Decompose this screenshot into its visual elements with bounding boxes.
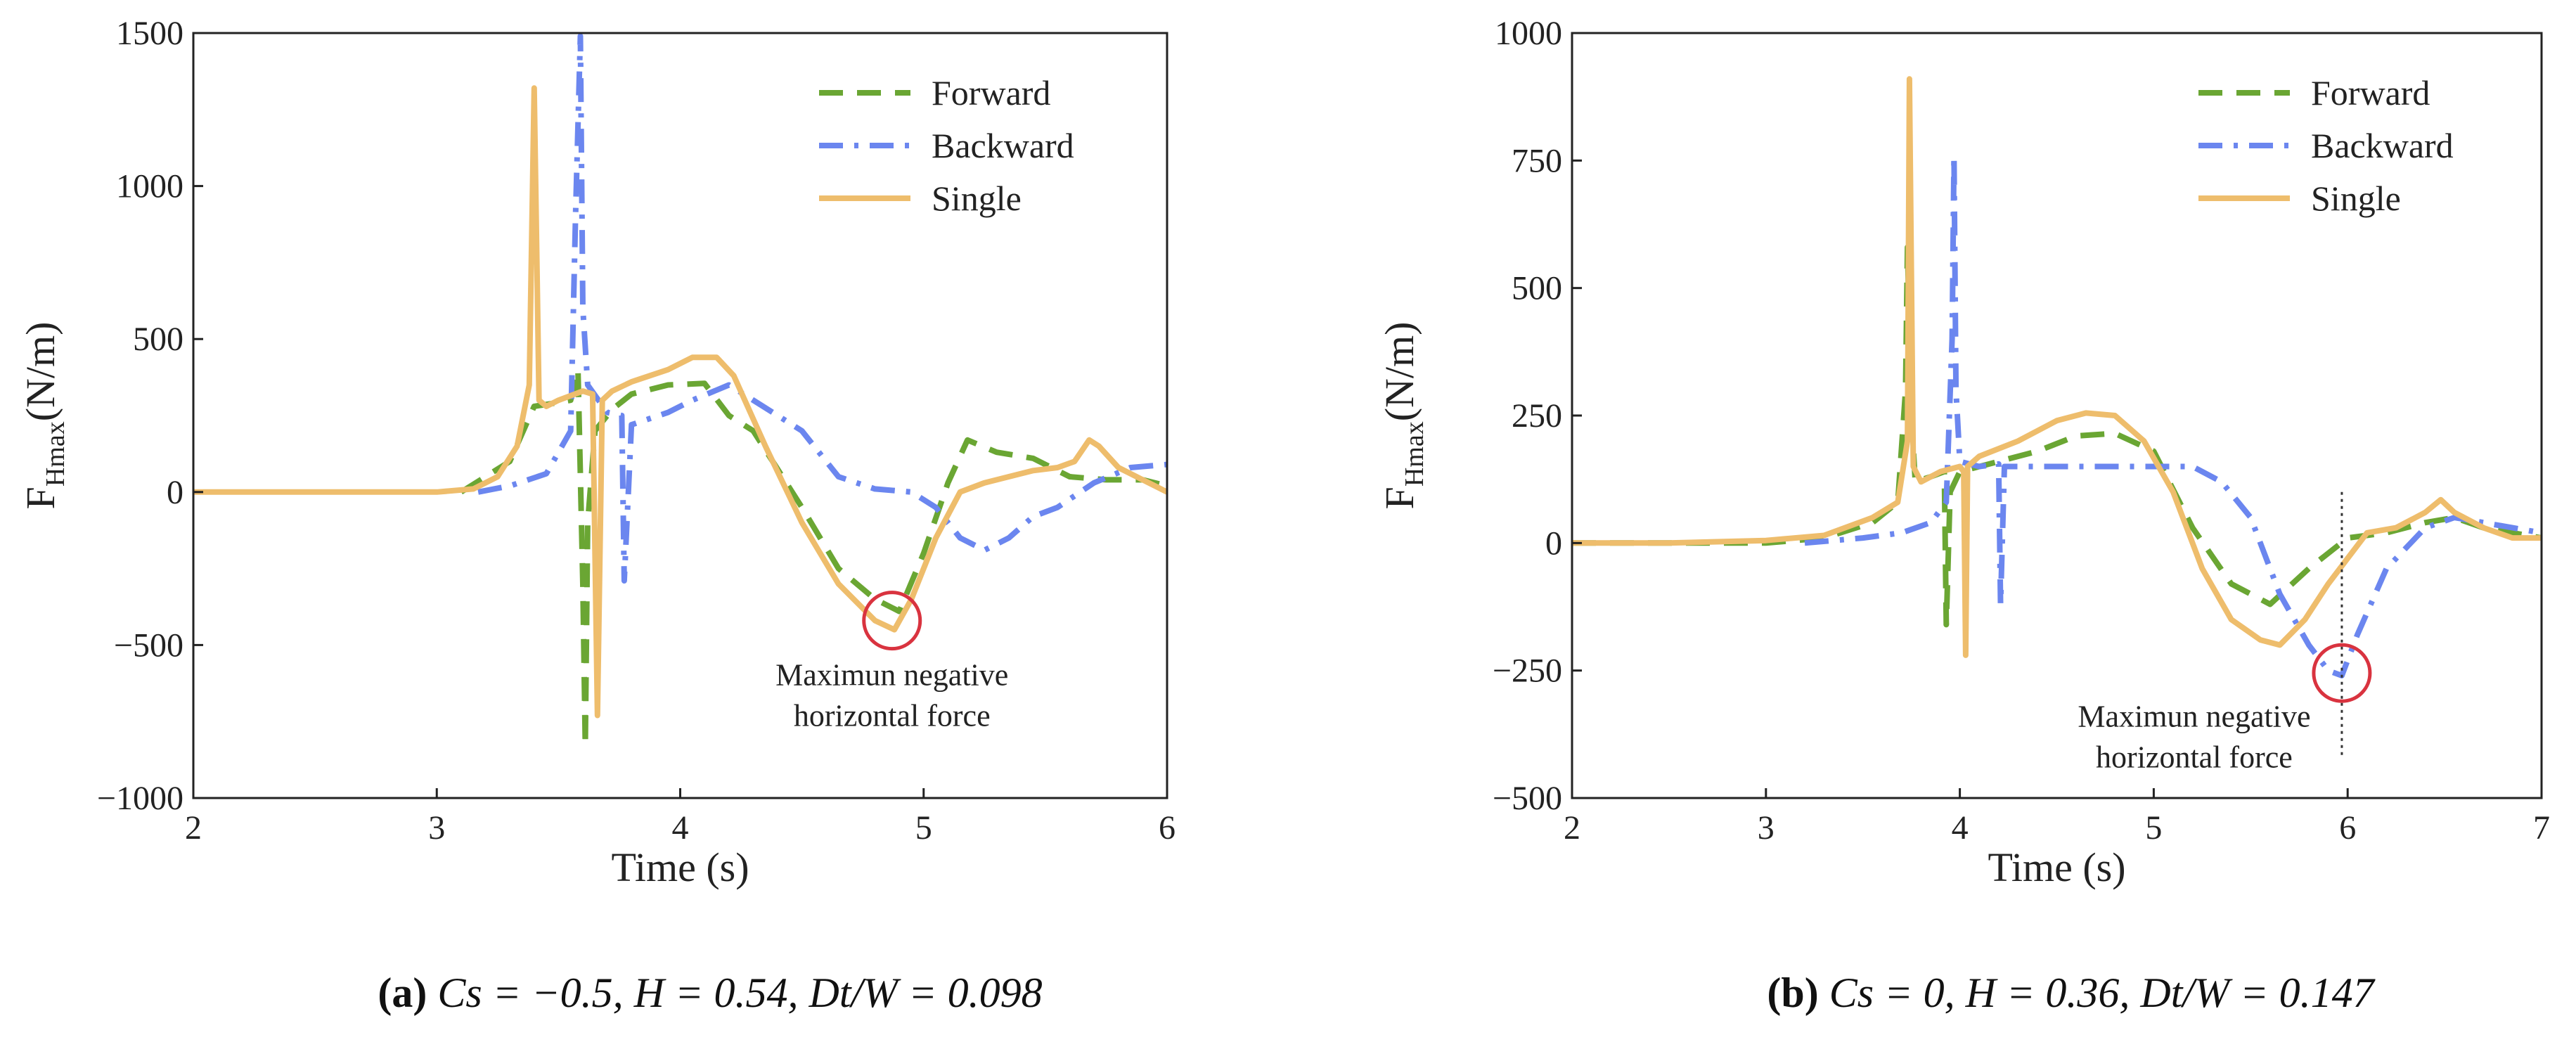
y-tick-label: 1000 — [116, 168, 183, 205]
series-line-single — [1572, 76, 2542, 658]
annotation-text: horizontal force — [2096, 740, 2293, 774]
chart-panel-b: 2 3 4 5 6 7 −500 −250 0 250 500 750 1000 Time (s) FHma… — [1377, 15, 2550, 1016]
y-tick-label: −250 — [1493, 652, 1562, 690]
series-line-single — [193, 85, 1167, 719]
x-tick-label: 2 — [185, 809, 202, 847]
panel-caption-label: (b) — [1767, 970, 1818, 1016]
y-axis-label-main: F — [18, 487, 63, 509]
y-axis-label-main: F — [1377, 487, 1422, 509]
y-tick-label: −1000 — [97, 780, 183, 817]
series-line-backward — [1804, 153, 2542, 678]
y-tick-label: −500 — [114, 626, 183, 664]
y-axis-label-subscript: Hmax — [41, 421, 70, 487]
x-tick-label: 6 — [1159, 809, 1176, 847]
x-tick-label: 6 — [2339, 809, 2356, 847]
x-tick-label: 3 — [1758, 809, 1775, 847]
y-axis-label-unit: (N/m) — [18, 322, 63, 422]
legend-label-backward: Backward — [2311, 126, 2454, 165]
annotation-text: Maximun negative — [775, 658, 1008, 693]
y-tick-label: 750 — [1512, 142, 1562, 179]
legend-label-forward: Forward — [2311, 73, 2430, 112]
annotation-circle — [862, 591, 922, 651]
y-tick-label: 250 — [1512, 397, 1562, 435]
legend-label-single: Single — [932, 179, 1022, 218]
x-tick-label: 7 — [2533, 809, 2550, 847]
panel-caption-params: Cs = 0, H = 0.36, Dt/W = 0.147 — [1829, 970, 2376, 1016]
y-axis-label-unit: (N/m) — [1377, 322, 1422, 422]
legend-label-forward: Forward — [932, 73, 1050, 112]
legend-label-backward: Backward — [932, 126, 1074, 165]
y-tick-label: 0 — [1545, 525, 1562, 562]
y-axis-label: FHmax(N/m) — [1377, 322, 1429, 510]
panel-caption-gap — [427, 970, 437, 1016]
series-line-forward — [1572, 244, 2542, 628]
legend-label-single: Single — [2311, 179, 2401, 218]
panel-caption: (b) Cs = 0, H = 0.36, Dt/W = 0.147 — [1767, 970, 2376, 1016]
x-tick-label: 4 — [672, 809, 689, 847]
x-tick-label: 3 — [428, 809, 445, 847]
x-axis-label: Time (s) — [611, 844, 749, 890]
x-tick-label: 2 — [1564, 809, 1580, 847]
x-axis-label: Time (s) — [1988, 844, 2125, 890]
panel-caption-params: Cs = −0.5, H = 0.54, Dt/W = 0.098 — [437, 970, 1042, 1016]
y-tick-label: 500 — [133, 321, 183, 358]
y-tick-label: 0 — [167, 474, 183, 511]
series-line-forward — [459, 366, 1167, 749]
y-axis-label-subscript: Hmax — [1400, 421, 1429, 487]
y-tick-label: 1500 — [116, 15, 183, 52]
annotation-circle — [2312, 643, 2372, 703]
x-tick-label: 5 — [2145, 809, 2162, 847]
panel-caption-gap — [1819, 970, 1829, 1016]
panel-caption-label: (a) — [378, 970, 427, 1016]
annotation-text: horizontal force — [794, 699, 991, 733]
x-tick-label: 5 — [915, 809, 932, 847]
y-axis-label: FHmax(N/m) — [18, 322, 70, 510]
y-tick-label: −500 — [1493, 780, 1562, 817]
panel-caption: (a) Cs = −0.5, H = 0.54, Dt/W = 0.098 — [378, 970, 1042, 1016]
y-tick-label: 1000 — [1495, 15, 1562, 52]
x-tick-label: 4 — [1952, 809, 1969, 847]
y-tick-label: 500 — [1512, 270, 1562, 307]
series-line-backward — [477, 33, 1167, 584]
annotation-text: Maximun negative — [2078, 699, 2310, 733]
